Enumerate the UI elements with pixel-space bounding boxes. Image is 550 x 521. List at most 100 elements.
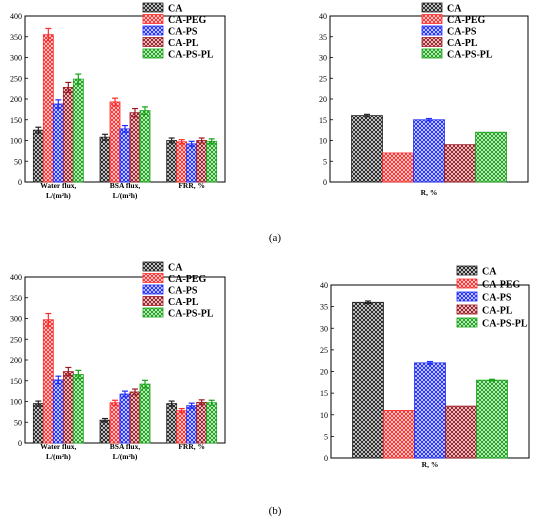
legend-swatch [142,261,164,272]
x-category-label: BSA flux, [110,442,141,451]
legend-label: CA-PS-PL [168,309,214,320]
bar [129,112,141,183]
bar [444,144,476,183]
legend-label: CA-PS [482,293,512,304]
legend-label: CA [168,4,183,15]
legend-swatch [456,291,478,302]
bar [351,115,383,183]
bar [42,34,54,183]
y-tick-label: 40 [319,12,327,21]
y-tick-label: 20 [319,95,327,104]
y-tick-label: 200 [10,356,22,365]
legend-label: CA [168,263,183,274]
legend-swatch [456,317,478,328]
y-tick-label: 35 [320,303,328,312]
y-tick-label: 25 [319,74,327,83]
bar [196,401,208,444]
y-tick-label: 300 [10,315,22,324]
y-tick-label: 150 [10,377,22,386]
y-tick-label: 50 [14,418,22,427]
legend-swatch [142,2,164,13]
legend-swatch [142,273,164,283]
legend-label: CA [447,4,462,15]
bar [166,140,178,183]
chart-a-rejection: 0 5 10 15 20 25 30 35 40 R, % CACA-PEGCA-PSCA-PLCA… [319,2,529,197]
bar [476,379,508,459]
legend-label: CA-PEG [447,15,486,26]
bar [32,129,44,183]
legend-label: CA-PL [168,297,199,308]
legend-swatch [142,284,164,295]
legend-swatch [456,304,478,315]
y-tick-label: 30 [319,54,327,63]
caption-b: (b) [269,505,282,517]
x-category-label: Water flux, [40,442,76,451]
y-tick-label: 350 [10,33,22,42]
y-tick-label: 200 [10,95,22,104]
legend-swatch [142,37,164,47]
legend-label: CA-PS-PL [447,50,493,61]
bar [119,128,131,183]
legend-swatch [142,14,164,24]
bar [206,402,218,444]
bar [176,141,188,183]
legend-label: CA-PEG [168,15,207,26]
bar [445,405,477,459]
x-category-label: R, % [422,460,439,469]
x-category-label: L/(m²h) [113,452,138,461]
x-category-label: R, % [421,188,438,197]
legend-swatch [142,307,164,318]
legend-label: CA-PS-PL [482,319,528,330]
bar [382,152,414,183]
legend-label: CA-PS [447,27,477,38]
legend-label: CA-PL [168,38,199,49]
bar [413,119,445,183]
y-tick-label: 250 [10,335,22,344]
legend-label: CA-PL [482,306,513,317]
bar [352,301,384,459]
legend-swatch [456,278,478,289]
y-tick-label: 25 [320,346,328,355]
y-tick-label: 0 [18,439,22,448]
y-tick-label: 50 [14,157,22,166]
y-tick-label: 400 [10,12,22,21]
legend-swatch [142,25,164,36]
x-category-label: BSA flux, [110,181,141,190]
legend-label: CA-PEG [482,280,521,291]
bar [109,402,121,444]
legend-swatch [142,48,164,59]
y-tick-label: 20 [320,368,328,377]
bar [42,319,54,444]
x-category-label: FRR, % [178,181,205,190]
legend-swatch [421,14,443,24]
bar [32,403,44,444]
bar [186,405,198,444]
legend-label: CA [482,267,497,278]
bar [186,143,198,183]
x-category-label: FRR, % [178,442,205,451]
legend-swatch [421,37,443,47]
y-tick-label: 0 [18,178,22,187]
bar [475,131,507,183]
legend-swatch [142,296,164,306]
legend-swatch [421,48,443,59]
bar [166,403,178,444]
y-tick-label: 15 [320,389,328,398]
y-tick-label: 400 [10,273,22,282]
legend-label: CA-PS-PL [168,50,214,61]
bar [62,86,74,183]
bar [62,371,74,444]
x-category-label: L/(m²h) [46,452,71,461]
bar [206,140,218,183]
bar [52,103,64,183]
y-tick-label: 350 [10,294,22,303]
y-tick-label: 100 [10,398,22,407]
bar [72,78,84,183]
x-category-label: L/(m²h) [46,191,71,200]
bar [109,101,121,183]
y-tick-label: 0 [324,454,328,463]
bar [99,136,111,183]
bar [414,362,446,459]
